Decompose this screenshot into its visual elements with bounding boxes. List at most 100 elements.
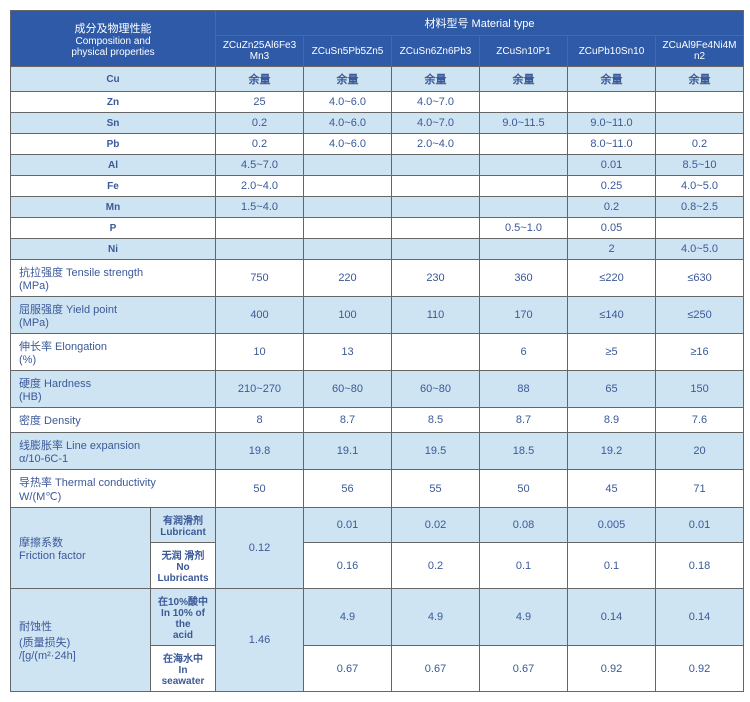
- cell: 400: [216, 297, 304, 334]
- cell: 50: [216, 470, 304, 508]
- material-properties-table: 成分及物理性能 Composition and physical propert…: [10, 10, 744, 692]
- cell: 2: [568, 239, 656, 260]
- cell: 余量: [480, 67, 568, 92]
- cell: 8: [216, 408, 304, 433]
- corrosion-merged: 1.46: [216, 589, 304, 692]
- row-label: 伸长率 Elongation(%): [11, 334, 216, 371]
- row-label: Sn: [11, 113, 216, 134]
- cell: 50: [480, 470, 568, 508]
- cell: [392, 239, 480, 260]
- row-label: Cu: [11, 67, 216, 92]
- row-label: Mn: [11, 197, 216, 218]
- cell: 0.67: [304, 646, 392, 692]
- cell: [304, 176, 392, 197]
- cell: 0.67: [392, 646, 480, 692]
- material-col-2: ZCuSn6Zn6Pb3: [392, 36, 480, 67]
- cell: 0.01: [568, 155, 656, 176]
- cell: 8.9: [568, 408, 656, 433]
- cell: 19.5: [392, 433, 480, 470]
- row-label: Al: [11, 155, 216, 176]
- cell: 2.0~4.0: [392, 134, 480, 155]
- corrosion-label: 耐蚀性(质量损失)/[g/(m²·24h]: [11, 589, 151, 692]
- cell: 13: [304, 334, 392, 371]
- cell: 19.1: [304, 433, 392, 470]
- corrosion-sub1: 在10%酸中In 10% of theacid: [151, 589, 216, 646]
- cell: 4.0~5.0: [656, 239, 744, 260]
- material-col-5: ZCuAl9Fe4Ni4Mn2: [656, 36, 744, 67]
- cell: [392, 218, 480, 239]
- cell: [480, 239, 568, 260]
- cell: 210~270: [216, 371, 304, 408]
- friction-sub1: 有润滑剂Lubricant: [151, 508, 216, 543]
- cell: [304, 155, 392, 176]
- cell: [304, 197, 392, 218]
- cell: 4.0~7.0: [392, 92, 480, 113]
- cell: [304, 239, 392, 260]
- cell: 0.18: [656, 543, 744, 589]
- cell: 19.8: [216, 433, 304, 470]
- cell: 4.9: [480, 589, 568, 646]
- cell: 0.14: [568, 589, 656, 646]
- cell: [480, 197, 568, 218]
- header-left-zh: 成分及物理性能: [17, 20, 209, 36]
- cell: [480, 134, 568, 155]
- cell: 0.08: [480, 508, 568, 543]
- cell: [656, 113, 744, 134]
- cell: 余量: [304, 67, 392, 92]
- cell: 4.0~6.0: [304, 134, 392, 155]
- cell: 0.1: [480, 543, 568, 589]
- cell: ≤140: [568, 297, 656, 334]
- cell: 750: [216, 260, 304, 297]
- cell: 0.25: [568, 176, 656, 197]
- cell: 65: [568, 371, 656, 408]
- cell: 25: [216, 92, 304, 113]
- cell: ≤630: [656, 260, 744, 297]
- row-label: 线膨胀率 Line expansionα/10-6C-1: [11, 433, 216, 470]
- cell: 150: [656, 371, 744, 408]
- row-label: Ni: [11, 239, 216, 260]
- cell: 88: [480, 371, 568, 408]
- header-left-en1: Composition and: [17, 36, 209, 47]
- header-top: 材料型号 Material type: [216, 11, 744, 36]
- cell: 4.0~7.0: [392, 113, 480, 134]
- header-left-en2: physical properties: [17, 47, 209, 58]
- row-label: 抗拉强度 Tensile strength(MPa): [11, 260, 216, 297]
- cell: 7.6: [656, 408, 744, 433]
- cell: 0.2: [216, 113, 304, 134]
- cell: 余量: [216, 67, 304, 92]
- material-col-3: ZCuSn10P1: [480, 36, 568, 67]
- cell: 8.7: [304, 408, 392, 433]
- friction-merged: 0.12: [216, 508, 304, 589]
- cell: 0.16: [304, 543, 392, 589]
- cell: 4.9: [392, 589, 480, 646]
- cell: 8.5: [392, 408, 480, 433]
- cell: 0.8~2.5: [656, 197, 744, 218]
- cell: 230: [392, 260, 480, 297]
- cell: 余量: [392, 67, 480, 92]
- cell: 4.5~7.0: [216, 155, 304, 176]
- header-left: 成分及物理性能 Composition and physical propert…: [11, 11, 216, 67]
- cell: 0.2: [656, 134, 744, 155]
- cell: 8.7: [480, 408, 568, 433]
- cell: [304, 218, 392, 239]
- cell: 10: [216, 334, 304, 371]
- cell: ≥16: [656, 334, 744, 371]
- cell: 2.0~4.0: [216, 176, 304, 197]
- cell: 4.0~5.0: [656, 176, 744, 197]
- cell: 45: [568, 470, 656, 508]
- cell: 0.5~1.0: [480, 218, 568, 239]
- cell: 360: [480, 260, 568, 297]
- cell: 4.9: [304, 589, 392, 646]
- cell: 6: [480, 334, 568, 371]
- cell: 0.92: [568, 646, 656, 692]
- cell: [480, 155, 568, 176]
- material-col-4: ZCuPb10Sn10: [568, 36, 656, 67]
- cell: [656, 218, 744, 239]
- cell: 18.5: [480, 433, 568, 470]
- cell: 4.0~6.0: [304, 113, 392, 134]
- cell: 8.5~10: [656, 155, 744, 176]
- cell: 60~80: [304, 371, 392, 408]
- cell: 0.2: [568, 197, 656, 218]
- material-col-1: ZCuSn5Pb5Zn5: [304, 36, 392, 67]
- friction-label: 摩擦系数Friction factor: [11, 508, 151, 589]
